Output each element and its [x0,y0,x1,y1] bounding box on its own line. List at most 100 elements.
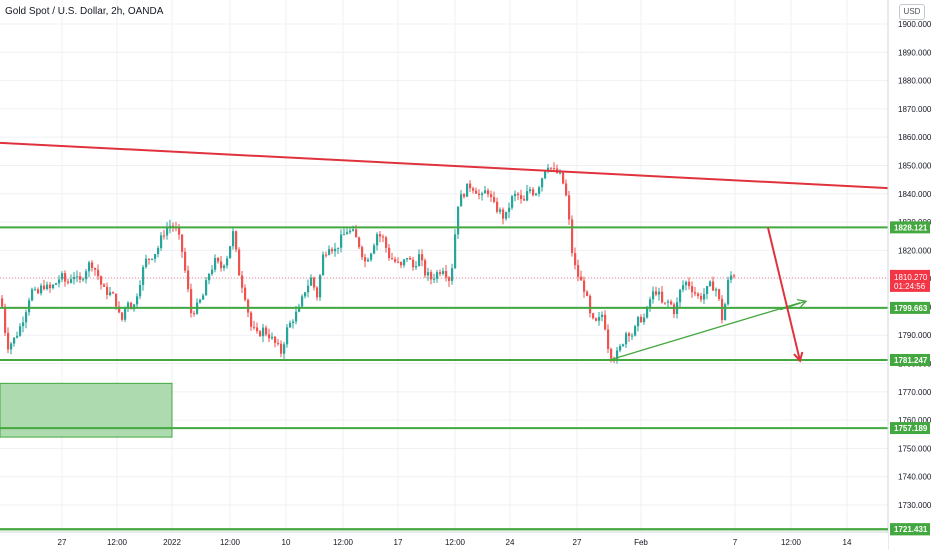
candle[interactable] [301,296,304,307]
candle[interactable] [232,231,235,247]
candle[interactable] [403,259,406,266]
candle[interactable] [205,280,208,296]
candle[interactable] [640,316,643,323]
candle[interactable] [85,271,88,280]
candle[interactable] [166,227,169,236]
candle[interactable] [607,329,610,349]
candle[interactable] [112,292,115,294]
candle[interactable] [682,285,685,290]
candle[interactable] [211,269,214,274]
candle[interactable] [706,286,709,295]
candle[interactable] [43,285,46,290]
candle[interactable] [580,276,583,281]
candle[interactable] [133,304,136,310]
candle[interactable] [343,234,346,236]
candle[interactable] [679,289,682,303]
candle[interactable] [388,247,391,259]
candle[interactable] [493,197,496,202]
candle[interactable] [571,219,574,254]
candle[interactable] [619,346,622,351]
candle[interactable] [184,251,187,271]
candle[interactable] [658,291,661,295]
candle[interactable] [520,195,523,200]
candle[interactable] [316,287,319,298]
candle[interactable] [190,289,193,314]
candle[interactable] [568,195,571,220]
candle[interactable] [421,254,424,261]
candle[interactable] [631,335,634,337]
candle[interactable] [241,275,244,288]
candle[interactable] [439,272,442,274]
candle[interactable] [115,293,118,307]
candle[interactable] [649,299,652,307]
candle[interactable] [217,257,220,262]
candle[interactable] [70,279,73,283]
candle[interactable] [244,287,247,300]
candle[interactable] [472,188,475,191]
candle[interactable] [214,257,217,270]
candle[interactable] [478,193,481,196]
candle[interactable] [124,307,127,320]
resistance-trendline[interactable] [0,141,889,190]
candle[interactable] [61,273,64,280]
candle[interactable] [220,261,223,269]
candle[interactable] [97,269,100,277]
candle[interactable] [40,285,43,294]
candle[interactable] [700,295,703,300]
candle[interactable] [283,344,286,354]
candle[interactable] [634,326,637,336]
candle[interactable] [415,266,418,268]
candle[interactable] [223,265,226,269]
candle[interactable] [265,327,268,335]
candle[interactable] [484,190,487,194]
candle[interactable] [67,281,70,283]
candle[interactable] [529,189,532,192]
candle[interactable] [454,234,457,269]
candle[interactable] [460,194,463,207]
candle[interactable] [667,301,670,303]
candle[interactable] [64,273,67,282]
candle[interactable] [157,248,160,255]
candle[interactable] [295,311,298,322]
candle[interactable] [37,289,40,294]
candle[interactable] [412,259,415,268]
candle[interactable] [22,322,25,327]
candle[interactable] [139,284,142,297]
candle[interactable] [418,254,421,267]
candle[interactable] [376,234,379,246]
candle[interactable] [391,258,394,260]
candle[interactable] [622,344,625,347]
candle[interactable] [424,260,427,276]
candle[interactable] [178,227,181,235]
candle[interactable] [268,334,271,339]
candle[interactable] [373,245,376,254]
candle[interactable] [637,316,640,327]
candle[interactable] [481,193,484,196]
candle[interactable] [352,229,355,231]
support-trendline[interactable] [611,302,801,360]
candle[interactable] [76,276,79,278]
candle[interactable] [103,284,106,287]
arrow-up-line[interactable] [779,300,807,311]
candle[interactable] [589,295,592,314]
candle[interactable] [193,313,196,315]
candle[interactable] [643,317,646,323]
candle[interactable] [409,257,412,260]
candle[interactable] [445,271,448,278]
candle[interactable] [73,276,76,280]
candle[interactable] [718,289,721,299]
candle[interactable] [559,172,562,174]
candle[interactable] [181,234,184,252]
candle[interactable] [583,280,586,292]
candle[interactable] [433,278,436,280]
candle[interactable] [148,258,151,260]
candle[interactable] [28,300,31,313]
candle[interactable] [550,167,553,169]
candle[interactable] [349,230,352,233]
candle[interactable] [238,249,241,276]
candle[interactable] [592,313,595,319]
candle[interactable] [187,270,190,290]
candle[interactable] [457,206,460,235]
candle[interactable] [19,326,22,336]
candle[interactable] [1,298,4,307]
